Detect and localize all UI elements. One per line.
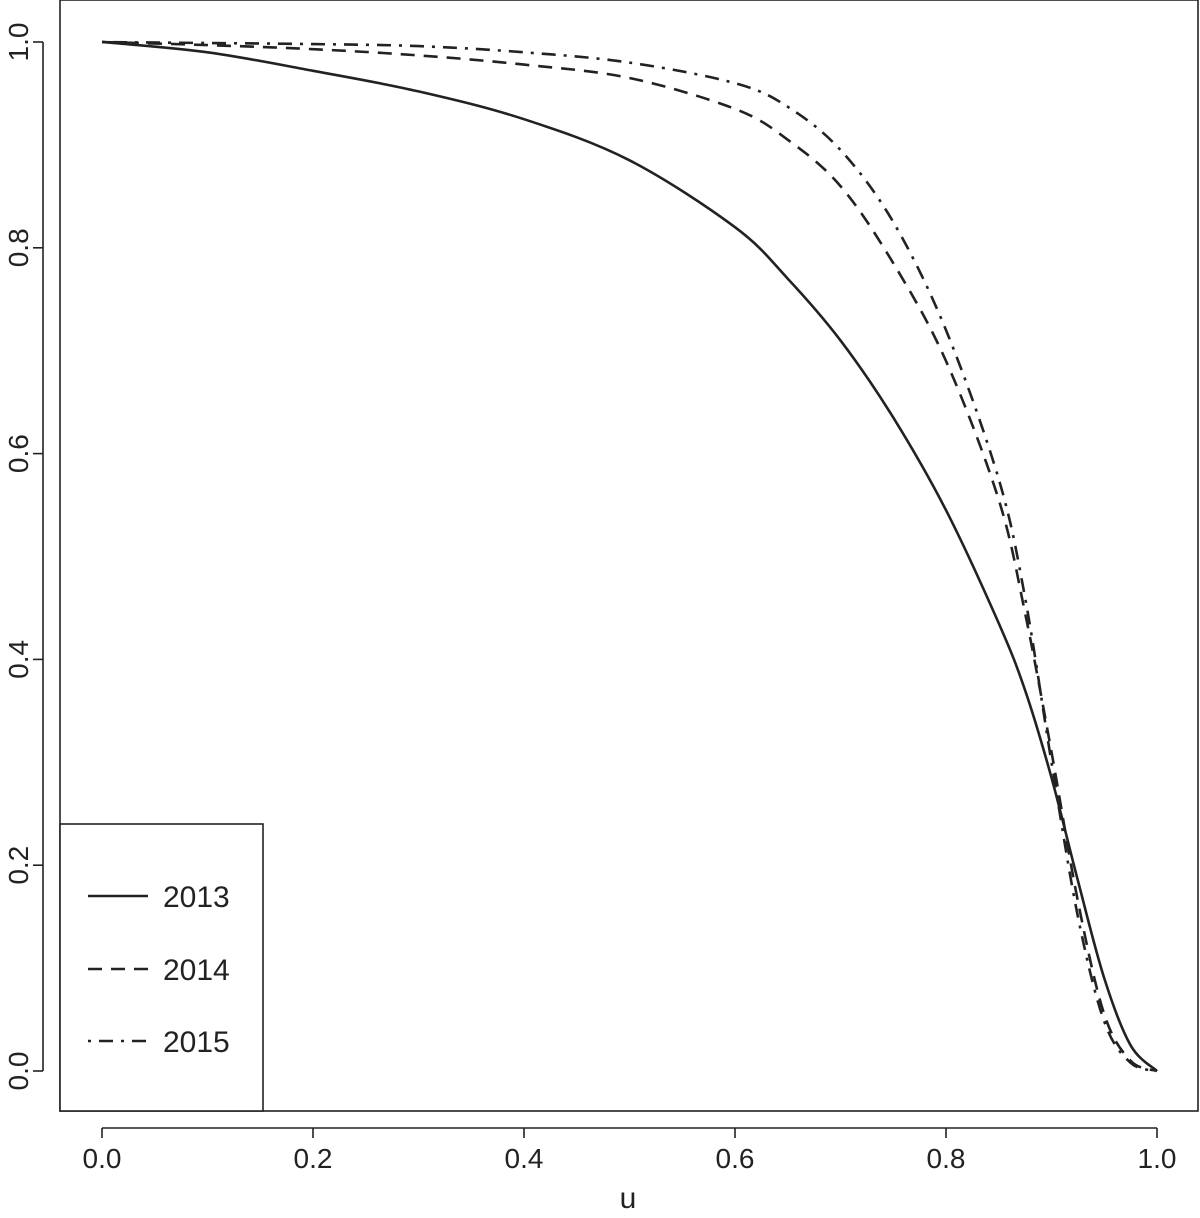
y-tick-label: 0.8 (3, 228, 34, 267)
x-tick-label: 0.2 (294, 1143, 333, 1174)
series-line-2013 (101, 40, 1158, 1072)
legend: 2013 2014 2015 (59, 823, 264, 1112)
series-lines (101, 40, 1158, 1073)
series-line-2015 (101, 40, 1158, 1073)
legend-label-2015: 2015 (163, 1026, 230, 1059)
x-axis-title: u (620, 1182, 637, 1215)
y-tick-label: 0.4 (3, 640, 34, 679)
y-tick-label: 0.2 (3, 846, 34, 885)
x-tick-label: 0.6 (716, 1143, 755, 1174)
plot-frame (59, 0, 1199, 1112)
y-tick-label: 1.0 (3, 23, 34, 62)
legend-label-2014: 2014 (163, 954, 230, 987)
plot-border (59, 0, 1199, 1112)
x-axis: 0.0 0.2 0.4 0.6 0.8 1.0 (83, 1127, 1177, 1174)
y-tick-label: 0.6 (3, 434, 34, 473)
y-tick-label: 0.0 (3, 1052, 34, 1091)
legend-box (59, 823, 264, 1112)
series-line-2014 (101, 40, 1158, 1073)
x-tick-label: 0.8 (927, 1143, 966, 1174)
x-tick-label: 0.0 (83, 1143, 122, 1174)
y-axis: 0.0 0.2 0.4 0.6 0.8 1.0 (3, 23, 44, 1091)
legend-label-2013: 2013 (163, 881, 230, 914)
x-tick-label: 0.4 (505, 1143, 544, 1174)
x-tick-label: 1.0 (1138, 1143, 1177, 1174)
